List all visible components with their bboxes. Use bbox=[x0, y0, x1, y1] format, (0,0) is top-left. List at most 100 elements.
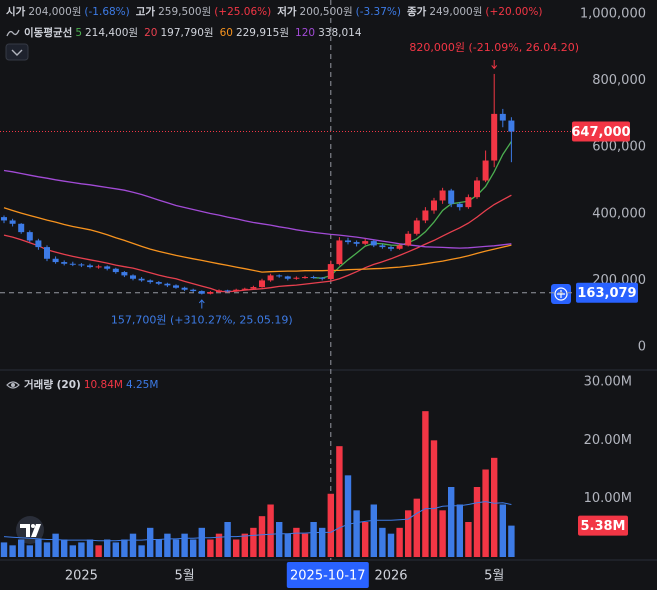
volume-bar bbox=[405, 510, 412, 557]
x-tick-label: 2025 bbox=[65, 569, 98, 584]
volume-bar bbox=[387, 533, 395, 557]
candle-body bbox=[284, 276, 291, 279]
candle-body bbox=[439, 190, 446, 201]
volume-bar bbox=[78, 542, 85, 557]
volume-bar bbox=[241, 533, 248, 557]
candle-body bbox=[327, 264, 334, 280]
tradingview-logo[interactable] bbox=[16, 516, 44, 544]
candle-body bbox=[190, 289, 197, 292]
volume-bar bbox=[86, 539, 94, 557]
volume-bar bbox=[26, 545, 33, 557]
ohlc-label: 고가 bbox=[135, 6, 156, 18]
candle-body bbox=[198, 291, 205, 294]
last-price-tag bbox=[572, 121, 630, 142]
collapse-button[interactable] bbox=[5, 43, 29, 61]
candle-body bbox=[422, 210, 429, 221]
volume-bar bbox=[413, 498, 420, 557]
candle-body bbox=[241, 288, 248, 290]
add-plus bbox=[557, 290, 565, 298]
candle-body bbox=[216, 290, 222, 293]
volume-bar bbox=[233, 539, 240, 557]
volume-bar bbox=[491, 457, 498, 557]
moving-average-line bbox=[3, 207, 512, 273]
candle-body bbox=[35, 240, 42, 248]
volume-tick-label: 20.00M bbox=[584, 433, 632, 448]
ma-name: 20 bbox=[144, 26, 158, 39]
candle-body bbox=[491, 113, 498, 161]
candle-body bbox=[405, 233, 412, 246]
candle-body bbox=[310, 277, 317, 279]
volume-bar bbox=[456, 504, 463, 557]
add-circle bbox=[554, 287, 568, 301]
candle-body bbox=[95, 266, 102, 268]
candle-body bbox=[396, 245, 403, 249]
annotation: 820,000원 (-21.09%, 26.04.20) bbox=[409, 41, 579, 54]
volume-bar bbox=[353, 510, 360, 557]
candle-body bbox=[181, 287, 188, 290]
ma-value: 229,915원 bbox=[235, 27, 290, 39]
volume-bar bbox=[319, 527, 326, 557]
moving-average-line bbox=[3, 169, 512, 249]
volume-bar bbox=[198, 527, 205, 557]
volume-tick-label: 10.00M bbox=[584, 491, 632, 506]
volume-ma-value: 4.25M bbox=[125, 378, 159, 391]
ma-icon[interactable] bbox=[6, 27, 20, 39]
last-volume-label: 5.38M bbox=[580, 519, 625, 534]
volume-label: 거래량 (20) bbox=[24, 379, 81, 391]
volume-ma-line bbox=[3, 501, 512, 542]
last-volume-tag bbox=[578, 515, 628, 536]
ohlc-change: (+20.00%) bbox=[485, 5, 543, 18]
candle-body bbox=[345, 240, 351, 243]
volume-bar bbox=[370, 504, 377, 557]
volume-bar bbox=[0, 542, 8, 557]
annotation: 157,700원 (+310.27%, 25.05.19) bbox=[111, 313, 293, 326]
volume-bar bbox=[104, 539, 111, 557]
ohlc-value: 259,500원 bbox=[158, 6, 212, 18]
volume-bar bbox=[112, 542, 119, 557]
candle-body bbox=[78, 264, 85, 266]
volume-bar bbox=[439, 510, 446, 557]
candle-body bbox=[155, 282, 162, 284]
volume-bar bbox=[267, 504, 274, 557]
candle-body bbox=[465, 197, 472, 208]
candle-body bbox=[362, 241, 369, 244]
candle-body bbox=[302, 277, 308, 279]
volume-bar bbox=[327, 493, 334, 557]
logo-shape bbox=[20, 524, 30, 537]
candle-body bbox=[319, 277, 326, 279]
eye-outline bbox=[6, 380, 20, 389]
collapse-box[interactable] bbox=[5, 43, 29, 61]
volume-icon[interactable] bbox=[6, 379, 20, 391]
volume-bar bbox=[207, 539, 214, 557]
volume-bar bbox=[147, 527, 154, 557]
volume-bar bbox=[508, 525, 515, 557]
last-price-label: 647,000 bbox=[571, 125, 630, 140]
candle-body bbox=[1, 217, 7, 221]
volume-value: 10.84M bbox=[83, 378, 123, 391]
volume-bar bbox=[430, 440, 438, 557]
ma-value: 338,014 bbox=[318, 26, 362, 39]
volume-bar bbox=[344, 475, 352, 557]
ohlc-label: 저가 bbox=[277, 6, 297, 18]
y-tick-label: 800,000 bbox=[592, 73, 646, 88]
volume-bar bbox=[224, 522, 231, 557]
volume-bar bbox=[482, 469, 489, 557]
candle-body bbox=[104, 266, 111, 269]
candle-body bbox=[276, 275, 283, 277]
candle-body bbox=[18, 223, 25, 233]
candle-body bbox=[61, 262, 68, 264]
collapse-chevron bbox=[11, 49, 23, 56]
candle-body bbox=[431, 200, 437, 211]
volume-bar bbox=[284, 533, 291, 557]
volume-bar bbox=[190, 539, 197, 557]
volume-bar bbox=[43, 542, 51, 557]
ohlc-change: (+25.06%) bbox=[214, 5, 272, 18]
volume-bar bbox=[422, 411, 429, 557]
volume-bar bbox=[121, 539, 128, 557]
ohlc-value: 249,000원 bbox=[429, 6, 483, 18]
ma-icon-path bbox=[6, 29, 20, 36]
candle-body bbox=[267, 275, 274, 281]
add-button[interactable] bbox=[551, 284, 571, 304]
annotation-arrow bbox=[198, 299, 205, 309]
